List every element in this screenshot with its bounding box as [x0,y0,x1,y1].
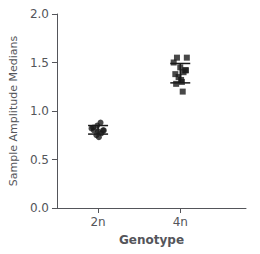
svg-text:1.0: 1.0 [30,104,49,118]
svg-text:4n: 4n [173,215,188,229]
svg-text:2n: 2n [90,215,105,229]
svg-text:2.0: 2.0 [30,7,49,21]
svg-text:Genotype: Genotype [119,233,184,247]
svg-text:0.0: 0.0 [30,201,49,215]
svg-text:0.5: 0.5 [30,153,49,167]
svg-text:Sample Amplitude Medians: Sample Amplitude Medians [7,36,20,187]
svg-text:1.5: 1.5 [30,56,49,70]
